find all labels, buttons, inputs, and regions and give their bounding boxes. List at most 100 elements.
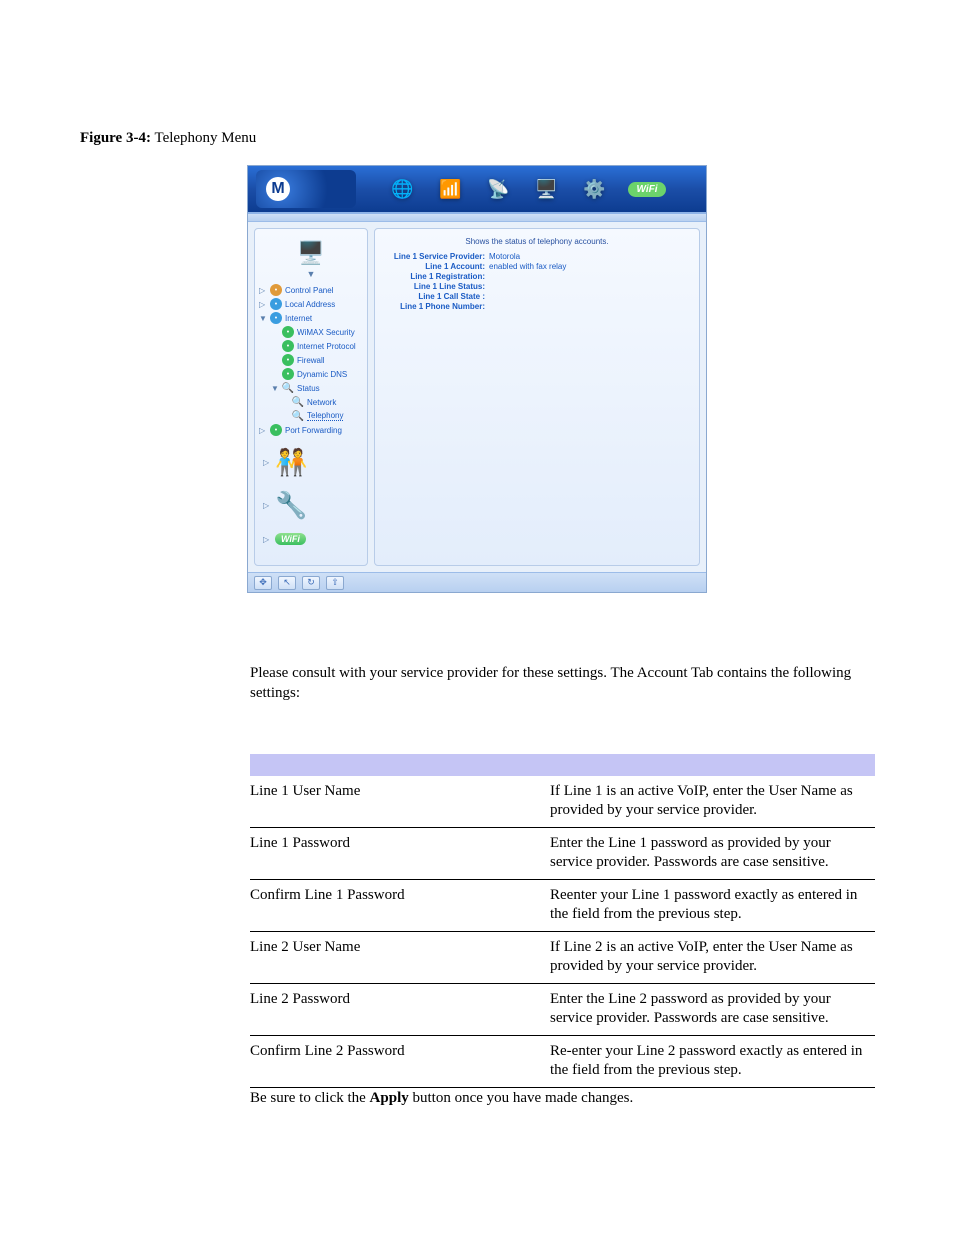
router-header: 🌐 📶 📡 🖥️ ⚙️ WiFi xyxy=(248,166,706,214)
table-row: Line 2 PasswordEnter the Line 2 password… xyxy=(250,983,875,1035)
sidebar-collapse-icon[interactable]: ▼ xyxy=(259,269,363,279)
field-desc: Re-enter your Line 2 password exactly as… xyxy=(550,1035,875,1087)
status-heading: Shows the status of telephony accounts. xyxy=(385,237,689,246)
status-value: enabled with fax relay xyxy=(489,262,689,271)
folder-icon: • xyxy=(270,284,282,296)
nav-item-dynamic-dns[interactable]: •Dynamic DNS xyxy=(259,367,363,381)
nav-link[interactable]: Internet xyxy=(285,314,312,323)
nav-item-internet-protocol[interactable]: •Internet Protocol xyxy=(259,339,363,353)
nav-link[interactable]: Internet Protocol xyxy=(297,342,356,351)
folder-icon: • xyxy=(282,354,294,366)
folder-icon: • xyxy=(282,340,294,352)
table-header-blank1 xyxy=(250,754,550,776)
status-kv-list: Line 1 Service Provider:MotorolaLine 1 A… xyxy=(385,252,689,311)
folder-icon: • xyxy=(282,326,294,338)
tool-icon: 🔧 xyxy=(275,490,307,521)
settings-table: Line 1 User NameIf Line 1 is an active V… xyxy=(250,754,875,1088)
nav-link[interactable]: Port Forwarding xyxy=(285,426,342,435)
nav-link[interactable]: Network xyxy=(307,398,336,407)
sidebar-item-wifi[interactable]: ▷ WiFi xyxy=(263,533,306,545)
globe-icon[interactable]: 🌐 xyxy=(388,175,416,203)
footer-back-icon[interactable]: ↖ xyxy=(278,576,296,590)
gear-icon[interactable]: ⚙️ xyxy=(580,175,608,203)
status-row: Line 1 Call State : xyxy=(385,292,689,301)
field-desc: If Line 2 is an active VoIP, enter the U… xyxy=(550,931,875,983)
apply-note-post: button once you have made changes. xyxy=(409,1090,634,1106)
field-name: Line 2 User Name xyxy=(250,931,550,983)
nav-item-status[interactable]: ▼🔍Status xyxy=(259,381,363,395)
status-value xyxy=(489,272,689,281)
status-row: Line 1 Account: enabled with fax relay xyxy=(385,262,689,271)
field-desc: If Line 1 is an active VoIP, enter the U… xyxy=(550,776,875,828)
field-name: Line 2 Password xyxy=(250,983,550,1035)
field-desc: Enter the Line 2 password as provided by… xyxy=(550,983,875,1035)
monitor-icon[interactable]: 🖥️ xyxy=(532,175,560,203)
content-panel: Shows the status of telephony accounts. … xyxy=(374,228,700,566)
table-row: Line 2 User NameIf Line 2 is an active V… xyxy=(250,931,875,983)
nav-item-internet[interactable]: ▼•Internet xyxy=(259,311,363,325)
table-header-blank2 xyxy=(550,754,875,776)
header-divider xyxy=(248,214,706,222)
tree-twist-icon: ▼ xyxy=(259,314,267,323)
status-key: Line 1 Account: xyxy=(385,262,485,271)
nav-link[interactable]: Control Panel xyxy=(285,286,333,295)
folder-icon: • xyxy=(270,424,282,436)
chevron-right-icon: ▷ xyxy=(263,535,271,544)
nav-item-local-address[interactable]: ▷•Local Address xyxy=(259,297,363,311)
status-value xyxy=(489,292,689,301)
apply-note-bold: Apply xyxy=(370,1090,409,1106)
nav-item-firewall[interactable]: •Firewall xyxy=(259,353,363,367)
nav-item-network[interactable]: 🔍Network xyxy=(259,395,363,409)
footer-move-icon[interactable]: ✥ xyxy=(254,576,272,590)
nav-link[interactable]: Status xyxy=(297,384,320,393)
nav-link[interactable]: Telephony xyxy=(307,411,343,421)
tree-twist-icon: ▷ xyxy=(259,300,267,309)
chevron-right-icon: ▷ xyxy=(263,501,271,510)
table-row: Confirm Line 2 PasswordRe-enter your Lin… xyxy=(250,1035,875,1087)
nav-item-control-panel[interactable]: ▷•Control Panel xyxy=(259,283,363,297)
sidebar-item-tools[interactable]: ▷ 🔧 xyxy=(263,490,307,521)
field-desc: Reenter your Line 1 password exactly as … xyxy=(550,879,875,931)
nav-tree: ▷•Control Panel▷•Local Address▼•Internet… xyxy=(259,283,363,437)
table-row: Confirm Line 1 PasswordReenter your Line… xyxy=(250,879,875,931)
status-row: Line 1 Service Provider: Motorola xyxy=(385,252,689,261)
field-name: Confirm Line 1 Password xyxy=(250,879,550,931)
people-icon: 🧑‍🤝‍🧑 xyxy=(275,447,307,478)
magnifier-icon: 🔍 xyxy=(282,382,294,394)
status-row: Line 1 Registration: xyxy=(385,272,689,281)
field-name: Confirm Line 2 Password xyxy=(250,1035,550,1087)
status-key: Line 1 Service Provider: xyxy=(385,252,485,261)
nav-item-port-forwarding[interactable]: ▷•Port Forwarding xyxy=(259,423,363,437)
footer-up-icon[interactable]: ⇧ xyxy=(326,576,344,590)
status-value xyxy=(489,302,689,311)
field-desc: Enter the Line 1 password as provided by… xyxy=(550,827,875,879)
nav-link[interactable]: Firewall xyxy=(297,356,325,365)
nav-link[interactable]: Local Address xyxy=(285,300,335,309)
field-name: Line 1 Password xyxy=(250,827,550,879)
status-row: Line 1 Line Status: xyxy=(385,282,689,291)
magnifier-icon: 🔍 xyxy=(292,410,304,422)
apply-note: Be sure to click the Apply button once y… xyxy=(250,1090,874,1107)
signal-icon[interactable]: 📶 xyxy=(436,175,464,203)
motorola-m-icon xyxy=(266,177,290,201)
status-value: Motorola xyxy=(489,252,689,261)
router-footer: ✥ ↖ ↻ ⇧ xyxy=(248,572,706,592)
antenna-icon[interactable]: 📡 xyxy=(484,175,512,203)
router-body: 🖥️ ▼ ▷•Control Panel▷•Local Address▼•Int… xyxy=(248,222,706,572)
sidebar: 🖥️ ▼ ▷•Control Panel▷•Local Address▼•Int… xyxy=(254,228,368,566)
field-name: Line 1 User Name xyxy=(250,776,550,828)
tree-twist-icon: ▼ xyxy=(271,384,279,393)
sidebar-item-people[interactable]: ▷ 🧑‍🤝‍🧑 xyxy=(263,447,307,478)
magnifier-icon: 🔍 xyxy=(292,396,304,408)
folder-icon: • xyxy=(270,312,282,324)
wifi-pill-icon[interactable]: WiFi xyxy=(628,182,665,197)
router-screenshot: 🌐 📶 📡 🖥️ ⚙️ WiFi 🖥️ ▼ ▷•Control Panel▷•L… xyxy=(247,165,707,593)
nav-link[interactable]: Dynamic DNS xyxy=(297,370,347,379)
nav-item-telephony[interactable]: 🔍Telephony xyxy=(259,409,363,423)
status-key: Line 1 Registration: xyxy=(385,272,485,281)
tree-twist-icon: ▷ xyxy=(259,286,267,295)
nav-item-wimax-security[interactable]: •WiMAX Security xyxy=(259,325,363,339)
status-key: Line 1 Call State : xyxy=(385,292,485,301)
nav-link[interactable]: WiMAX Security xyxy=(297,328,355,337)
footer-refresh-icon[interactable]: ↻ xyxy=(302,576,320,590)
